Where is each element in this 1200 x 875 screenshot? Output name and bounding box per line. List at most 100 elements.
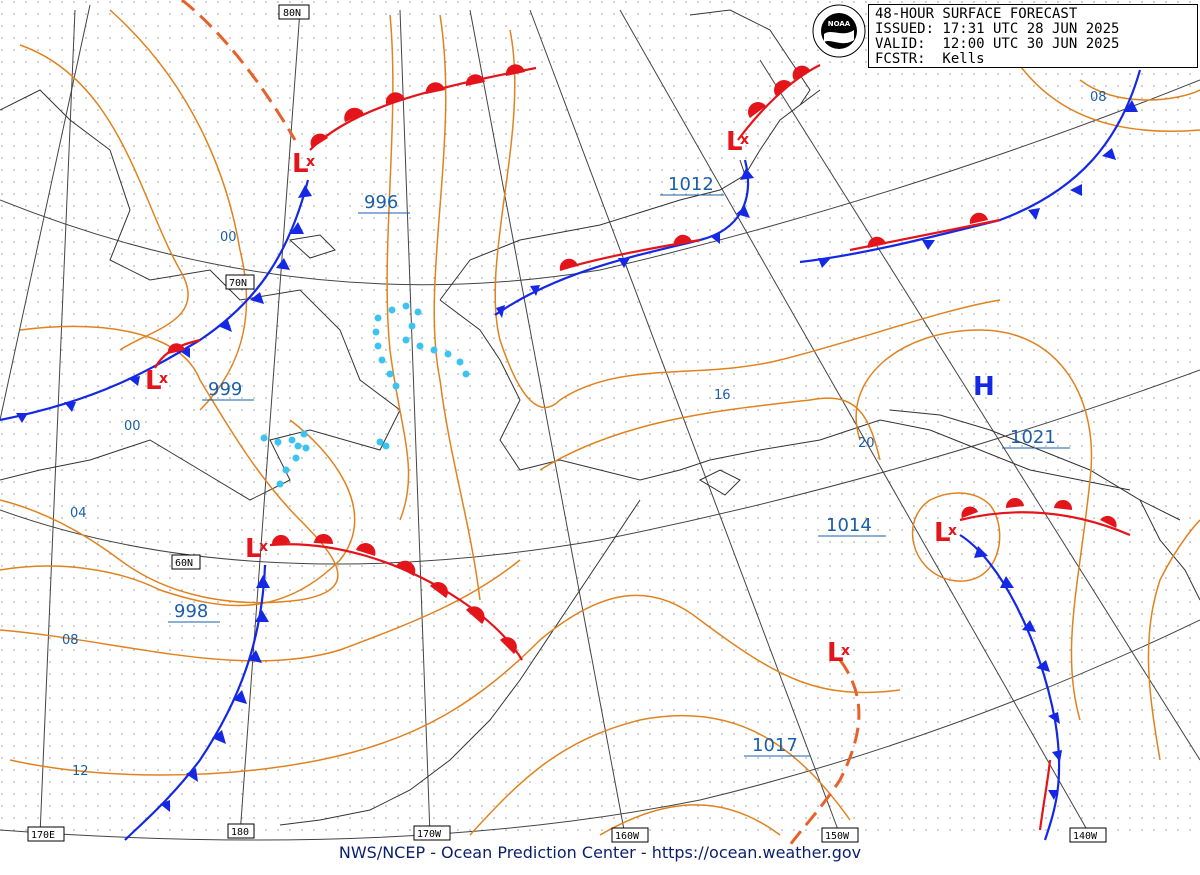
coast-kodiak [698,469,741,496]
meridian-150w [529,9,841,836]
low-cross: x [841,643,850,659]
label-80n: 80N [283,8,301,19]
label-60n: 60N [175,558,193,569]
low-symbol: L [934,518,951,548]
low-symbol: L [145,366,162,396]
pressure-1021: 1021 [1010,427,1056,448]
isobar-label-16: 16 [714,388,731,403]
isobars [0,9,1200,836]
label-170e: 170E [31,830,55,841]
dot-grid-background [0,0,1200,840]
warm-front-pips [167,64,1117,654]
precip-areas [260,302,470,488]
pressure-1012: 1012 [668,174,714,195]
low-cross: x [948,523,957,539]
isobar-12 [855,329,1093,721]
isobar-label-08a: 08 [62,633,79,648]
low-cross: x [159,371,168,387]
meridian-170e [39,9,76,836]
meridian-140w [619,9,1091,836]
latitude-50n [0,619,1200,841]
isobar-17 [1147,519,1200,761]
troughs [181,0,861,846]
high-center: H [973,372,995,402]
pressure-998: 998 [174,601,208,622]
coast-bc [1139,499,1200,601]
warm-fronts [154,64,1131,831]
cold-front-pips [16,100,1138,812]
coast-wrangel [288,234,336,259]
isobar-label-12: 12 [72,764,89,779]
noaa-logo-text: NOAA [828,20,851,28]
isobar-15 [469,714,851,836]
coast-alaska-south [709,419,1131,491]
coast-alaska-west [439,299,711,481]
cold-front-2 [124,564,267,841]
low-symbol: L [292,149,309,179]
label-160w: 160W [615,831,640,842]
low-centers: Lx Lx Lx Lx Lx Lx [145,127,957,668]
label-70n: 70N [229,278,247,289]
pressure-1017: 1017 [752,735,798,756]
isobar-label-00b: 00 [124,419,141,434]
pressure-1014: 1014 [826,515,872,536]
latitude-lines [0,79,1200,841]
grid-labels: 80N 70N 60N 170E 180 170W 160W 150W 140W [27,4,1107,843]
isobar-9 [494,29,1001,409]
low-cross: x [740,132,749,148]
isobar-2 [109,9,248,411]
isobar-5 [0,559,521,662]
isobar-4 [0,419,356,607]
low-symbol: L [827,638,844,668]
isobar-label-20: 20 [858,436,875,451]
latitude-60n [0,369,1200,565]
isobar-16 [599,804,781,836]
low-center-1: Lx [292,149,315,179]
label-140w: 140W [1073,831,1098,842]
latitude-70n [0,79,1200,286]
low-symbol: L [245,534,262,564]
isobar-1 [19,44,189,351]
meridian-180 [239,9,301,836]
forecast-title: 48-HOUR SURFACE FORECAST [875,6,1078,22]
low-cross: x [259,539,268,555]
isobar-7 [386,14,410,521]
warm-front-6 [849,218,1001,252]
coast-siberia [0,89,401,501]
cold-front-5 [959,534,1061,841]
longitude-lines [0,4,1200,836]
low-cross: x [306,154,315,170]
coast-arctic-islands [689,9,811,106]
low-center-4: Lx [726,127,749,157]
isobar-labels: 00 00 04 08 12 16 20 08 [62,90,1107,779]
low-center-3: Lx [245,534,268,564]
coastlines [0,9,1200,826]
label-180: 180 [231,827,249,838]
isobar-10 [539,397,881,471]
isobar-3 [0,325,339,604]
isobar-label-04: 04 [70,506,87,521]
forecast-info-box: 48-HOUR SURFACE FORECAST ISSUED: 17:31 U… [868,4,1198,68]
forecast-valid: VALID: 12:00 UTC 30 JUN 2025 [875,36,1120,52]
warm-front-1 [309,66,537,151]
forecast-issued: ISSUED: 17:31 UTC 28 JUN 2025 [875,21,1120,37]
low-center-5: Lx [934,518,957,548]
pressure-996: 996 [364,192,398,213]
coast-alaska-north [439,159,746,301]
isobar-14 [1079,79,1200,101]
low-center-2: Lx [145,366,168,396]
meridian-130w [759,59,1200,761]
isobar-label-00a: 00 [220,230,237,245]
forecast-forecaster: FCSTR: Kells [875,51,985,67]
trough-2 [788,659,861,846]
label-170w: 170W [417,829,442,840]
warm-front-7 [959,511,1131,537]
warm-front-8 [1038,759,1052,831]
isobar-label-08b: 08 [1090,90,1107,105]
warm-front-4 [737,64,821,141]
coast-aleutians [279,499,641,826]
noaa-logo: NOAA [812,4,866,58]
pressure-999: 999 [208,379,242,400]
meridian-160e [0,4,91,421]
